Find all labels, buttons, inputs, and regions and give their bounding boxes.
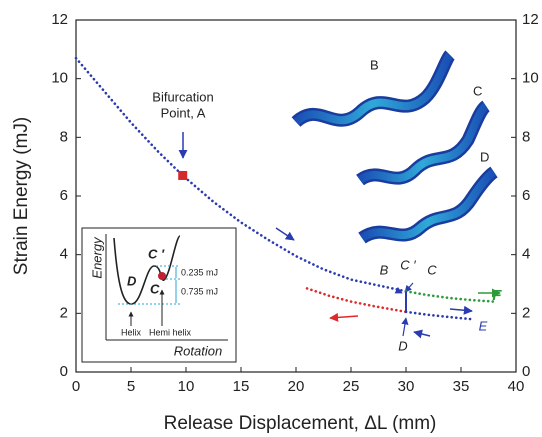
annotation: F xyxy=(492,287,502,304)
arrow xyxy=(413,329,431,339)
inset-state xyxy=(158,272,166,280)
x-tick-label: 15 xyxy=(233,378,250,395)
ribbon xyxy=(359,168,497,242)
y2-tick-label: 8 xyxy=(522,128,530,145)
inset-label: C xyxy=(150,281,160,296)
y2-tick-label: 2 xyxy=(522,304,530,321)
annotation: Point, A xyxy=(161,105,206,120)
x-tick-label: 10 xyxy=(178,378,195,395)
arrow xyxy=(449,305,473,315)
inset-well-label: Hemi helix xyxy=(149,327,192,337)
annotation: C xyxy=(427,262,437,277)
annotation: D xyxy=(398,338,407,353)
x-tick-label: 20 xyxy=(288,378,305,395)
y-tick-label: 6 xyxy=(60,187,68,204)
y-tick-label: 10 xyxy=(51,70,68,87)
inset-label: C ′ xyxy=(148,246,165,261)
x-tick-label: 30 xyxy=(398,378,415,395)
arrow xyxy=(401,317,409,337)
data-line xyxy=(404,310,474,321)
annotation: C ′ xyxy=(400,257,416,272)
inset-label: D xyxy=(127,273,137,288)
y2-tick-label: 6 xyxy=(522,187,530,204)
x-axis-label: Release Displacement, ΔL (mm) xyxy=(164,413,437,434)
image-label: C xyxy=(473,83,482,98)
x-tick-label: 5 xyxy=(127,378,135,395)
bifurcation-marker xyxy=(178,170,188,180)
y2-tick-label: 10 xyxy=(522,70,539,87)
image-label: D xyxy=(480,149,489,164)
x-tick-label: 25 xyxy=(343,378,360,395)
y-tick-label: 4 xyxy=(60,246,68,263)
data-line xyxy=(305,287,408,314)
y2-tick-label: 12 xyxy=(522,11,539,28)
arrow xyxy=(329,312,359,322)
ribbon xyxy=(357,102,489,184)
arrow xyxy=(275,227,295,241)
x-tick-label: 35 xyxy=(453,378,470,395)
y-axis-label: Strain Energy (mJ) xyxy=(11,117,32,275)
inset-y-label: Energy xyxy=(89,236,104,279)
ribbon xyxy=(293,52,454,126)
annotation: B xyxy=(380,262,389,277)
data-line xyxy=(74,56,408,293)
annotation: E xyxy=(479,318,488,333)
y-tick-label: 8 xyxy=(60,128,68,145)
y-tick-label: 0 xyxy=(60,363,68,380)
y-tick-label: 2 xyxy=(60,304,68,321)
image-label: B xyxy=(370,57,379,72)
annotation: Bifurcation xyxy=(152,89,213,104)
inset-well-label: Helix xyxy=(121,327,142,337)
arrows xyxy=(178,132,501,339)
x-tick-label: 40 xyxy=(508,378,525,395)
y2-tick-label: 4 xyxy=(522,246,530,263)
x-tick-label: 0 xyxy=(72,378,80,395)
inset-gap-label: 0.235 mJ xyxy=(181,267,218,277)
y-tick-label: 12 xyxy=(51,11,68,28)
ribbon-images: B C D xyxy=(291,50,498,244)
inset-x-label: Rotation xyxy=(174,343,222,358)
inset: Energy Rotation C ′ D C 0.235 mJ 0.735 m… xyxy=(81,227,237,363)
inset-curve xyxy=(113,235,181,305)
y2-tick-label: 0 xyxy=(522,363,530,380)
inset-gap-label: 0.735 mJ xyxy=(181,286,218,296)
data-line xyxy=(404,290,496,303)
